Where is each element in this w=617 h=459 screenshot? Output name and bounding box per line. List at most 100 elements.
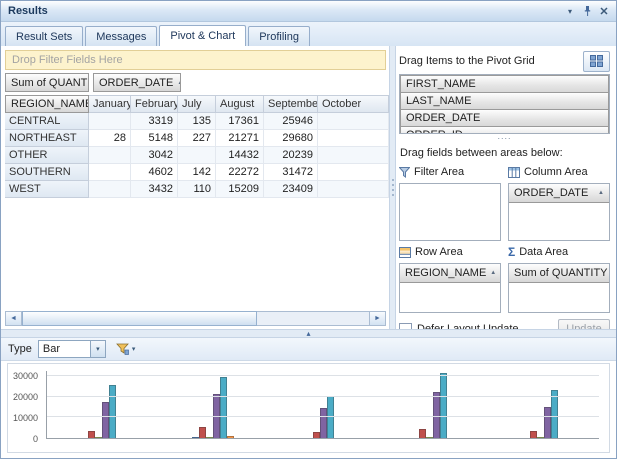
tab-pivot-chart[interactable]: Pivot & Chart	[159, 25, 247, 46]
row-header: SOUTHERN	[5, 164, 89, 181]
column-header: January	[89, 95, 131, 113]
column-area-box[interactable]: ORDER_DATE ▲	[508, 183, 610, 241]
field-item-last-name[interactable]: LAST_NAME	[400, 92, 609, 110]
bar-august-northeast	[212, 394, 220, 438]
main-area: Drop Filter Fields Here Sum of QUANTITY …	[1, 46, 616, 339]
region-name-field[interactable]: REGION_NAME ▲	[400, 264, 500, 283]
tabstrip: Result Sets Messages Pivot & Chart Profi…	[1, 22, 616, 46]
splitter-grip-dot	[391, 184, 394, 186]
pivot-cell: 21271	[216, 130, 264, 147]
filter-drop-zone[interactable]: Drop Filter Fields Here	[5, 50, 386, 70]
field-item-order-id[interactable]: ORDER_ID	[400, 126, 609, 133]
scrollbar-track[interactable]	[257, 312, 369, 325]
pivot-cell: 135	[178, 113, 216, 130]
table-row: WEST 3432 110 15209 23409	[5, 181, 389, 198]
window-menu-button[interactable]: ▾	[562, 4, 578, 19]
data-area-box[interactable]: Sum of QUANTITY	[508, 263, 610, 313]
y-tick-label: 20000	[12, 392, 38, 403]
combobox-arrow-button[interactable]: ▾	[89, 341, 105, 357]
pivot-cell: 110	[178, 181, 216, 198]
region-name-field-label: REGION_NAME	[405, 267, 487, 279]
close-icon	[600, 7, 608, 15]
pivot-cell	[318, 181, 389, 198]
field-chooser-header: Drag Items to the Pivot Grid	[399, 49, 610, 73]
horizontal-scrollbar[interactable]: ◄ ►	[5, 311, 386, 326]
row-header: OTHER	[5, 147, 89, 164]
filter-area-text: Filter Area	[414, 166, 465, 178]
pin-icon	[584, 5, 590, 16]
tab-profiling[interactable]: Profiling	[248, 26, 310, 46]
column-header: October	[318, 95, 389, 113]
row-header: CENTRAL	[5, 113, 89, 130]
bar-september-west	[550, 389, 558, 438]
close-button[interactable]	[596, 4, 612, 19]
collapse-chart-icon[interactable]: ▴	[306, 329, 311, 338]
data-field-button[interactable]: Sum of QUANTITY	[5, 73, 89, 92]
y-tick-label: 0	[32, 434, 38, 444]
sum-quantity-field[interactable]: Sum of QUANTITY	[509, 264, 609, 283]
chart-type-combobox[interactable]: Bar ▾	[37, 340, 106, 358]
pivot-cell: 25946	[264, 113, 318, 130]
table-row: CENTRAL 3319 135 17361 25946	[5, 113, 389, 130]
column-field-button[interactable]: ORDER_DATE ▲	[93, 73, 181, 92]
column-field-label: ORDER_DATE	[99, 76, 174, 89]
table-row: NORTHEAST 28 5148 227 21271 29680	[5, 130, 389, 147]
list-resize-grip[interactable]: ....	[497, 131, 512, 141]
gridline	[47, 395, 599, 397]
row-area-label: Row Area	[399, 243, 501, 261]
y-tick-label: 10000	[12, 413, 38, 424]
y-tick-label: 30000	[12, 371, 38, 382]
splitter-grip-dot	[391, 179, 394, 181]
scroll-left-button[interactable]: ◄	[6, 312, 22, 325]
scrollbar-thumb[interactable]	[22, 311, 257, 326]
tab-messages[interactable]: Messages	[85, 26, 158, 46]
pivot-cell: 227	[178, 130, 216, 147]
horizontal-splitter[interactable]: ▴	[1, 329, 616, 338]
pivot-cell: 15209	[216, 181, 264, 198]
splitter-grip-dot	[391, 189, 394, 191]
row-header: WEST	[5, 181, 89, 198]
scroll-right-button[interactable]: ►	[369, 312, 385, 325]
bar-february-west	[529, 430, 537, 438]
table-row: OTHER 3042 14432 20239	[5, 147, 389, 164]
bar-february-northeast	[198, 427, 206, 438]
sort-asc-icon: ▲	[173, 80, 180, 86]
filter-area-box[interactable]	[399, 183, 501, 241]
order-date-field[interactable]: ORDER_DATE ▲	[509, 184, 609, 203]
bar-february-other	[312, 431, 320, 438]
chart-panel: Type Bar ▾ ▾ 0 10000 20000 30000	[1, 338, 616, 458]
filter-funnel-icon	[399, 166, 410, 178]
bar-july-central	[95, 437, 103, 438]
tab-result-sets[interactable]: Result Sets	[5, 26, 84, 46]
pivot-cell: 23409	[264, 181, 318, 198]
field-item-first-name[interactable]: FIRST_NAME	[400, 75, 609, 93]
pivot-fields-row: Sum of QUANTITY ORDER_DATE ▲	[5, 73, 389, 92]
sort-asc-icon: ▲	[598, 190, 604, 196]
layout-grid-button[interactable]	[583, 50, 610, 72]
row-field-label: REGION_NAME	[11, 98, 89, 110]
field-item-order-date[interactable]: ORDER_DATE	[400, 109, 609, 127]
gridline	[47, 375, 599, 377]
bar-february-central	[88, 431, 96, 438]
filter-area-label: Filter Area	[399, 163, 501, 181]
sort-asc-icon: ▲	[490, 270, 497, 276]
pivot-cell: 22272	[216, 164, 264, 181]
titlebar: Results ▾	[1, 1, 616, 22]
bar-group-central	[47, 371, 157, 438]
pivot-cell	[89, 113, 131, 130]
chart-plot	[46, 371, 599, 439]
grid-icon	[590, 55, 603, 67]
pin-button[interactable]	[579, 4, 595, 19]
column-area-icon	[508, 166, 520, 178]
row-field-button[interactable]: REGION_NAME ▲	[5, 95, 89, 113]
bar-january-northeast	[191, 437, 199, 438]
bar-july-west	[536, 437, 544, 438]
chart-toolbar: Type Bar ▾ ▾	[1, 338, 616, 361]
vertical-splitter[interactable]	[389, 46, 396, 329]
pivot-cell: 4602	[131, 164, 178, 181]
row-area-box[interactable]: REGION_NAME ▲	[399, 263, 501, 313]
bar-group-west	[489, 371, 599, 438]
order-date-field-label: ORDER_DATE	[514, 187, 589, 199]
chart-options-button[interactable]: ▾	[112, 339, 140, 359]
